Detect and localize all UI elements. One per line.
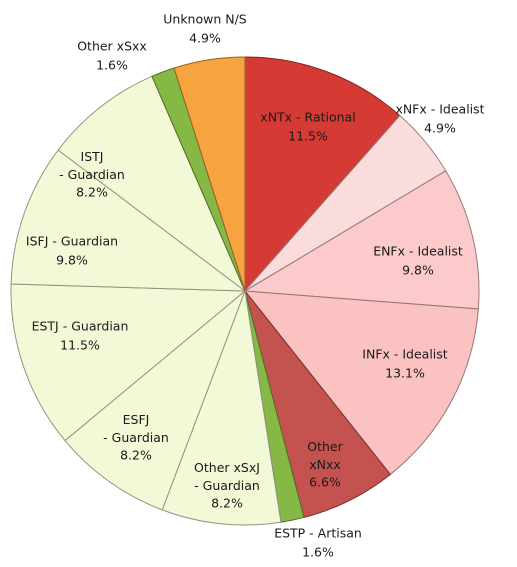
pie-slice: [10, 283, 247, 442]
slice-label: Unknown N/S: [163, 12, 247, 27]
slice-label: ESTP - Artisan: [274, 526, 362, 541]
slice-value-label: 9.8%: [402, 263, 434, 278]
slice-label: xNTx - Rational: [260, 110, 355, 125]
slice-value-label: 8.2%: [211, 496, 243, 511]
pie-slice: [173, 56, 246, 292]
slice-value-label: 13.1%: [385, 366, 425, 381]
slice-value-label: 4.9%: [189, 31, 221, 46]
slice-label: Other xSxJ - Guardian: [194, 460, 260, 493]
slice-label: ENFx - Idealist: [373, 244, 463, 259]
slice-label: ISFJ - Guardian: [26, 234, 118, 249]
pie-slice: [64, 289, 247, 511]
slice-value-label: 8.2%: [120, 448, 152, 463]
slice-label: ESTJ - Guardian: [32, 319, 129, 334]
slice-value-label: 11.5%: [60, 338, 100, 353]
slice-label: INFx - Idealist: [362, 347, 448, 362]
pie-slice: [57, 75, 247, 293]
slice-label: ESFJ - Guardian: [103, 412, 169, 445]
slice-value-label: 8.2%: [76, 185, 108, 200]
slice-value-label: 11.5%: [288, 129, 328, 144]
slice-label: Other xNxx: [307, 439, 343, 472]
pie-slice: [161, 289, 282, 526]
slice-value-label: 4.9%: [424, 121, 456, 136]
slice-label: ISTJ - Guardian: [59, 149, 125, 182]
slice-value-label: 1.6%: [302, 545, 334, 560]
pie-slice: [10, 149, 247, 292]
slice-label: xNFx - Idealist: [395, 102, 484, 117]
slice-label: Other xSxx: [77, 39, 147, 54]
pie-slice: [243, 290, 479, 476]
pie-slice: [243, 170, 480, 310]
slice-value-label: 6.6%: [309, 475, 341, 490]
slice-value-label: 1.6%: [96, 58, 128, 73]
slice-value-label: 9.8%: [56, 253, 88, 268]
pie-slice: [244, 56, 401, 293]
